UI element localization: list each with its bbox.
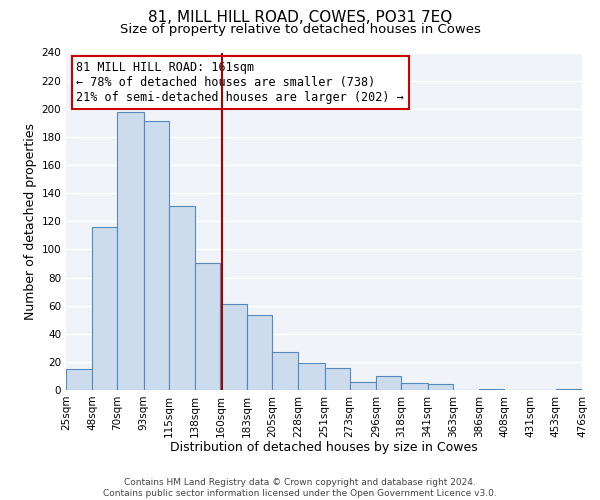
Text: 81, MILL HILL ROAD, COWES, PO31 7EQ: 81, MILL HILL ROAD, COWES, PO31 7EQ xyxy=(148,10,452,25)
Bar xyxy=(401,383,428,390)
Bar xyxy=(92,227,118,390)
Bar xyxy=(479,388,504,390)
Bar xyxy=(169,206,195,390)
Bar xyxy=(118,112,144,390)
Bar xyxy=(325,368,350,390)
Bar xyxy=(144,122,169,390)
Bar xyxy=(350,382,376,390)
Text: 81 MILL HILL ROAD: 161sqm
← 78% of detached houses are smaller (738)
21% of semi: 81 MILL HILL ROAD: 161sqm ← 78% of detac… xyxy=(76,61,404,104)
Bar xyxy=(220,304,247,390)
Bar xyxy=(195,264,220,390)
Bar xyxy=(247,316,272,390)
Bar xyxy=(298,364,325,390)
Bar xyxy=(376,376,401,390)
Bar xyxy=(556,388,582,390)
Y-axis label: Number of detached properties: Number of detached properties xyxy=(24,122,37,320)
Text: Contains HM Land Registry data © Crown copyright and database right 2024.
Contai: Contains HM Land Registry data © Crown c… xyxy=(103,478,497,498)
Bar xyxy=(272,352,298,390)
X-axis label: Distribution of detached houses by size in Cowes: Distribution of detached houses by size … xyxy=(170,441,478,454)
Bar xyxy=(428,384,453,390)
Bar xyxy=(66,369,92,390)
Text: Size of property relative to detached houses in Cowes: Size of property relative to detached ho… xyxy=(119,22,481,36)
